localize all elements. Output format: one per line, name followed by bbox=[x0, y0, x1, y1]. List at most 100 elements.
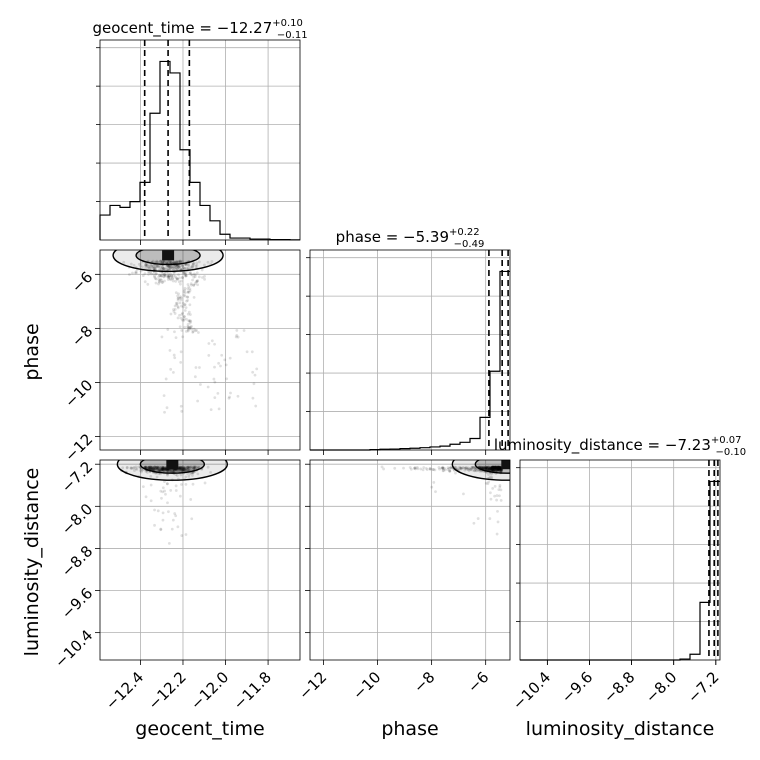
sample-point bbox=[186, 266, 190, 270]
sample-point bbox=[499, 469, 503, 473]
sample-point bbox=[182, 290, 186, 294]
sample-point bbox=[147, 465, 151, 469]
sample-point bbox=[428, 467, 432, 471]
sample-point bbox=[174, 264, 178, 268]
hist-panel-luminosity_distance bbox=[516, 459, 721, 665]
sample-point bbox=[180, 467, 184, 471]
hist-panel-geocent_time bbox=[96, 39, 301, 245]
sample-point bbox=[485, 466, 489, 470]
sample-point bbox=[180, 409, 184, 413]
sample-point bbox=[176, 469, 180, 473]
sample-point bbox=[497, 467, 501, 470]
sample-point bbox=[494, 466, 497, 470]
sample-point bbox=[149, 465, 153, 469]
sample-point bbox=[161, 466, 165, 470]
sample-point bbox=[182, 317, 186, 321]
sample-point bbox=[490, 466, 494, 470]
sample-point bbox=[493, 465, 497, 469]
sample-point bbox=[181, 305, 185, 309]
sample-point bbox=[235, 333, 239, 337]
sample-point bbox=[490, 465, 494, 469]
sample-point bbox=[482, 465, 486, 469]
sample-point bbox=[492, 466, 495, 469]
sample-point bbox=[150, 466, 154, 470]
sample-point bbox=[496, 467, 500, 471]
sample-point bbox=[448, 469, 451, 473]
sample-point bbox=[498, 466, 502, 469]
sample-point bbox=[160, 466, 164, 470]
sample-point bbox=[229, 391, 232, 395]
sample-point bbox=[188, 287, 192, 291]
sample-point bbox=[183, 291, 187, 295]
sample-point bbox=[449, 465, 453, 469]
sample-point bbox=[149, 272, 153, 276]
sample-point bbox=[490, 466, 494, 470]
sample-point bbox=[168, 349, 172, 352]
sample-point bbox=[489, 466, 493, 470]
sample-point bbox=[164, 274, 168, 278]
sample-point bbox=[186, 466, 190, 469]
sample-point bbox=[176, 306, 180, 310]
sample-point bbox=[491, 467, 495, 471]
sample-point bbox=[441, 465, 445, 469]
sample-point bbox=[147, 466, 151, 470]
sample-point bbox=[187, 466, 191, 469]
sample-point bbox=[490, 467, 494, 471]
sample-point bbox=[493, 468, 497, 471]
sample-point bbox=[190, 465, 193, 469]
x-tick-label: −11.8 bbox=[230, 668, 275, 713]
sample-point bbox=[177, 260, 181, 264]
sample-point bbox=[178, 468, 182, 471]
sample-point bbox=[156, 468, 160, 472]
sample-point bbox=[496, 467, 500, 471]
sample-point bbox=[179, 259, 182, 263]
density-contours bbox=[451, 460, 510, 481]
sample-point bbox=[175, 277, 179, 281]
density-peak bbox=[162, 250, 175, 261]
sample-point bbox=[496, 466, 500, 469]
sample-point bbox=[495, 468, 498, 472]
sample-point bbox=[152, 466, 155, 470]
sample-point bbox=[182, 293, 186, 297]
sample-point bbox=[203, 481, 207, 485]
sample-point bbox=[180, 318, 184, 322]
sample-point bbox=[160, 274, 164, 277]
sample-point bbox=[190, 283, 193, 287]
sample-point bbox=[495, 466, 499, 469]
sample-point bbox=[162, 467, 165, 471]
sample-point bbox=[495, 466, 498, 470]
sample-point bbox=[493, 466, 497, 470]
sample-point bbox=[184, 469, 188, 473]
sample-point bbox=[167, 264, 171, 268]
sample-point bbox=[168, 469, 172, 472]
sample-point bbox=[487, 466, 491, 469]
sample-point bbox=[213, 342, 216, 346]
sample-point bbox=[182, 467, 186, 471]
sample-point bbox=[493, 465, 496, 469]
grid-lines bbox=[100, 40, 300, 240]
sample-point bbox=[163, 467, 167, 471]
sample-point bbox=[129, 466, 133, 470]
sample-point bbox=[494, 465, 498, 469]
sample-point bbox=[180, 468, 184, 472]
sample-point bbox=[154, 467, 158, 471]
sample-point bbox=[185, 299, 188, 303]
sample-point bbox=[153, 466, 156, 470]
sample-point bbox=[492, 467, 496, 471]
sample-point bbox=[460, 467, 463, 471]
sample-point bbox=[492, 466, 496, 470]
sample-point bbox=[167, 275, 171, 279]
sample-point bbox=[169, 274, 173, 278]
sample-point bbox=[166, 272, 170, 276]
sample-point bbox=[446, 466, 450, 470]
sample-point bbox=[486, 465, 490, 469]
sample-point bbox=[473, 467, 477, 471]
y-tick-label: −9.6 bbox=[58, 584, 96, 622]
sample-point bbox=[181, 276, 184, 279]
sample-point bbox=[489, 466, 492, 470]
sample-point bbox=[179, 316, 183, 320]
sample-point bbox=[428, 468, 432, 471]
sample-point bbox=[191, 330, 195, 333]
sample-point bbox=[181, 466, 185, 470]
sample-point bbox=[484, 466, 488, 470]
